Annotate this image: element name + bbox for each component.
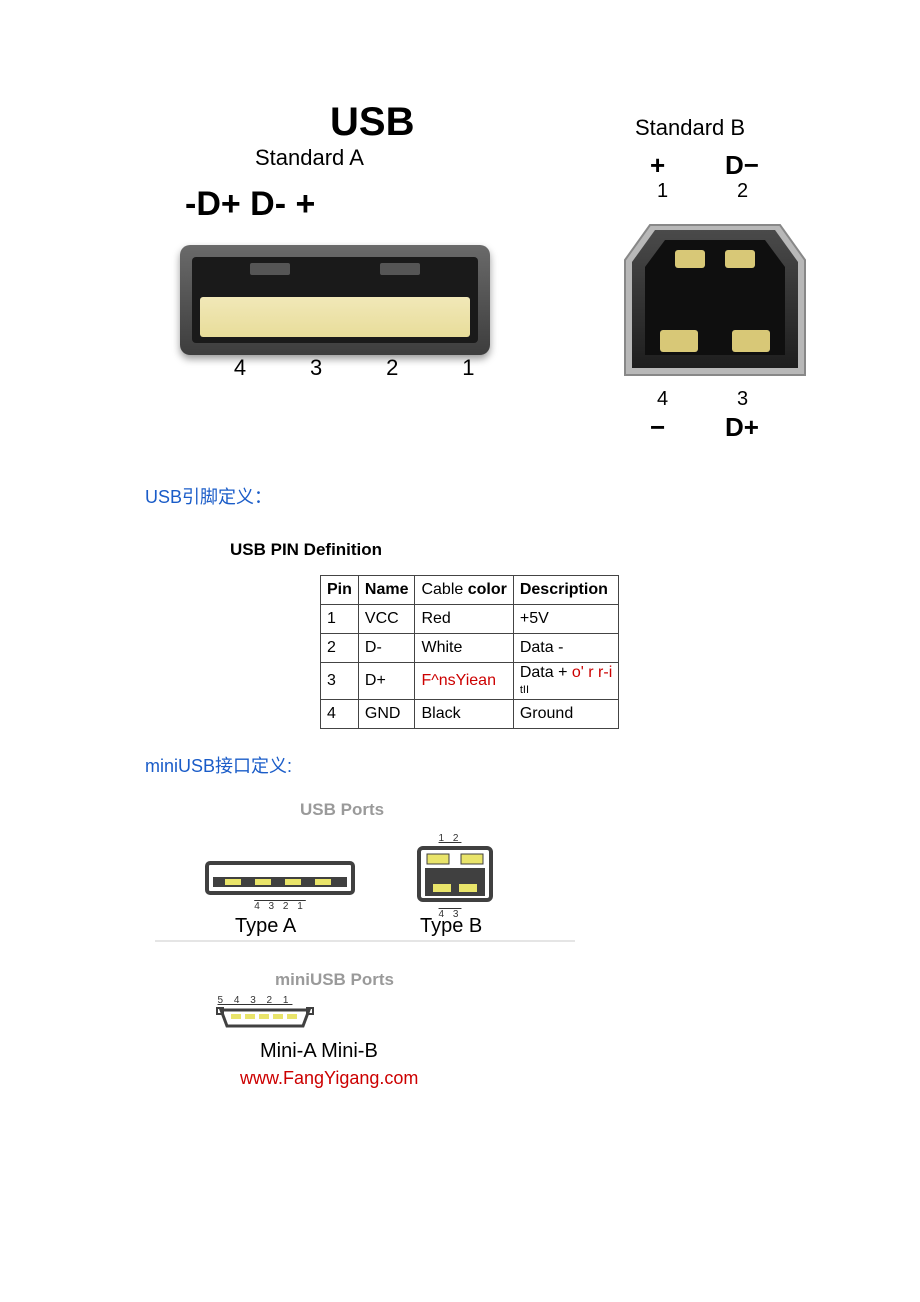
th-color: Cable color: [415, 576, 513, 605]
type-a-icon: [205, 855, 355, 900]
table-row: 4 GND Black Ground: [321, 700, 619, 729]
usb-title: USB: [330, 100, 414, 145]
standard-b-top-plus: +: [650, 150, 665, 181]
footer-link[interactable]: www.FangYigang.com: [240, 1068, 418, 1089]
standard-b-bot-minus: −: [650, 412, 665, 443]
standard-b-bot-dplus: D+: [725, 412, 759, 443]
usb-pin-def-caption: USB PIN Definition: [230, 540, 382, 560]
th-pin: Pin: [321, 576, 359, 605]
table-row: 2 D- White Data -: [321, 634, 619, 663]
table-row: 1 VCC Red +5V: [321, 605, 619, 634]
standard-b-top-1: 1: [657, 180, 668, 203]
standard-b-bot-4: 4: [657, 388, 668, 411]
standard-b-bot-3: 3: [737, 388, 748, 411]
standard-b-top-2: 2: [737, 180, 748, 203]
section-miniusb-cn: miniUSB接口定义:: [145, 752, 292, 778]
standard-b-label: Standard B: [635, 115, 745, 141]
standard-a-pin-numbers: 4 3 2 1: [205, 355, 503, 381]
mini-a-pin-numbers: 5 4 3 2 1: [215, 995, 295, 1006]
usb-pin-table-wrap: Pin Name Cable color Description 1 VCC R…: [320, 575, 619, 729]
standard-a-connector: [180, 245, 490, 355]
standard-a-label: Standard A: [255, 145, 364, 171]
standard-a-signals: -D+ D- +: [185, 185, 315, 224]
standard-b-connector: [620, 215, 810, 385]
standard-b-top-dminus: D−: [725, 150, 759, 181]
port-type-a: 4 3 2 1: [205, 855, 355, 912]
table-row: 3 D+ F^nsYiean Data + o' r r-itII: [321, 663, 619, 700]
usb-pin-table: Pin Name Cable color Description 1 VCC R…: [320, 575, 619, 729]
usb-ports-box: 4 3 2 1 Type A 1 2 4 3 Type B: [155, 825, 575, 942]
mini-a-icon: [215, 1006, 315, 1034]
section-usb-pin-def-cn: USB引脚定义：: [145, 483, 272, 509]
usb-ports-heading: USB Ports: [300, 800, 384, 820]
th-desc: Description: [513, 576, 618, 605]
port-type-b: 1 2 4 3: [415, 833, 495, 920]
mini-a-diagram: 5 4 3 2 1: [215, 995, 315, 1039]
type-b-pin-top: 1 2: [415, 833, 485, 844]
type-a-label: Type A: [235, 915, 296, 938]
table-header-row: Pin Name Cable color Description: [321, 576, 619, 605]
type-a-pin-numbers: 4 3 2 1: [215, 901, 345, 912]
mini-ab-label: Mini-A Mini-B: [260, 1040, 378, 1063]
miniusb-ports-heading: miniUSB Ports: [275, 970, 394, 990]
page: USB Standard A -D+ D- + 4 3 2 1 Standard…: [0, 0, 920, 1302]
th-name: Name: [358, 576, 415, 605]
type-b-icon: [415, 844, 495, 904]
type-b-label: Type B: [420, 915, 482, 938]
